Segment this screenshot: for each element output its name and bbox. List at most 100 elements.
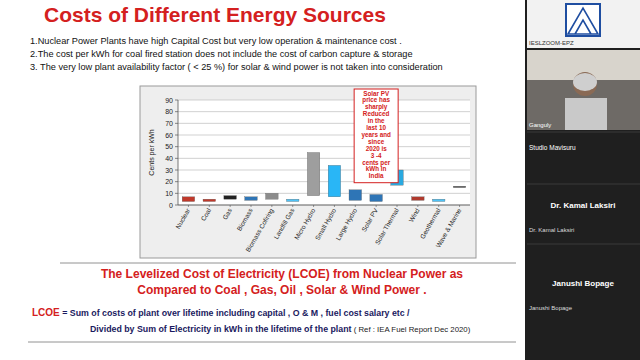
tick-mark [175,123,178,124]
grid-line [178,100,470,101]
bar [203,199,216,201]
tick-label: 90 [165,97,173,104]
category-label: Wind [407,207,421,224]
tick-label: 10 [165,190,173,197]
tick-label: 0 [169,202,173,209]
tick-label: 20 [165,178,173,185]
grid-line [178,146,470,147]
slide-title: Costs of Different Energy Sources [44,3,386,26]
category-tick [417,205,418,207]
grid-line [178,111,470,112]
tile-label: Dr. Kamal Laksiri [529,227,574,233]
category-label: Gas [221,206,233,220]
bar [349,190,362,201]
plot-area [178,100,470,205]
category-label: Large Hydro [334,207,359,242]
category-label: Solar PV [360,206,379,232]
category-tick [459,205,460,207]
definition: Divided by Sum of Electricity in kWh in … [90,324,471,334]
tick-mark [175,181,178,182]
grid-line [178,193,470,194]
definition-text: Divided by Sum of Electricity in kWh in … [90,324,352,334]
bars [182,153,466,202]
tile-label: IESLZOOM-EPZ [529,40,574,46]
tick-mark [175,135,178,136]
category-tick [438,205,439,207]
category-tick [334,205,335,207]
category-label: Coal [199,207,212,223]
footer-heading: The Levelized Cost of Electricity (LCOE)… [101,267,463,281]
tick-mark [175,205,178,206]
tick-mark [175,193,178,194]
tick-label: 30 [165,167,173,174]
definition: LCOE = Sum of costs of plant over lifeti… [32,307,410,318]
grid-line [178,158,470,159]
page: Costs of Different Energy Sources 1.Nucle… [0,0,640,360]
grid-line [178,123,470,124]
tile-separator [527,244,640,245]
category-tick [251,205,252,207]
chart-frame [140,86,476,258]
bar [224,196,237,200]
y-axis [178,100,179,205]
bullet: 2.The cost per kWh for coal fired statio… [30,49,413,59]
tick-label: 80 [165,108,173,115]
person-head [573,72,597,96]
tick-mark [175,111,178,112]
category-tick [271,205,272,207]
category-tick [376,205,377,207]
bar [412,197,425,201]
definition-text: = Sum of costs of plant over lifetime in… [60,308,410,318]
category-label: Solar Thermal [373,207,400,246]
tick-mark [175,158,178,159]
category-tick [313,205,314,207]
category-tick [292,205,293,207]
annotation-text: India [369,172,384,179]
category-label: Geothermal [419,207,442,240]
bar [328,165,341,197]
bar [266,193,279,199]
footer-rule [28,342,516,343]
tile-label: Janushi Bopage [529,305,573,311]
person-hair [573,73,597,91]
tile-label: Ganguly [529,122,551,128]
axis-title: Cents per kWh [148,129,156,175]
video-tile [527,50,640,130]
footer-heading: Compared to Coal , Gas, Oil , Solar & Wi… [137,283,426,297]
slide-background [0,0,525,360]
person-body [565,98,607,130]
annotation-box [354,89,398,183]
category-label: Wave & Marine [434,207,462,249]
tile-name: Janushi Bopage [552,279,614,288]
tick-mark [175,170,178,171]
tile-separator [527,132,640,133]
x-axis [178,205,470,206]
bar [307,153,320,196]
tile-label: Studio Mavisuru [529,144,576,151]
tick-label: 40 [165,155,173,162]
category-tick [355,205,356,207]
bar [245,197,258,201]
sidebar [525,0,640,360]
category-label: Nuclear [174,206,192,230]
bar [286,199,299,201]
bullet: 1.Nuclear Power Plants have high Capital… [30,36,402,46]
category-label: Biomass Cofiring [244,207,276,254]
bar [453,186,466,187]
logo-tile [527,0,640,48]
bullet: 3. The very low plant availability facto… [30,62,443,72]
footer-rule [60,263,516,264]
tick-mark [175,100,178,101]
tick-label: 50 [165,143,173,150]
bar [370,195,383,202]
grid-line [178,170,470,171]
bar [432,199,445,201]
category-label: Biomass [235,206,254,232]
definition-term: LCOE [32,307,60,318]
tick-label: 60 [165,132,173,139]
bar [182,197,195,202]
tick-label: 70 [165,120,173,127]
tile-name: Dr. Kamal Laksiri [551,201,616,210]
logo [566,4,600,36]
grid-line [178,205,470,206]
